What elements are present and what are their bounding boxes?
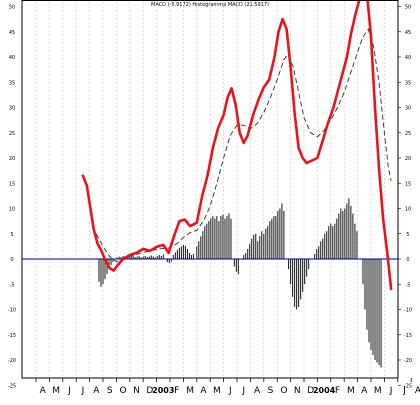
histogram xyxy=(98,198,382,368)
y-tick-label: 45 xyxy=(9,30,15,36)
x-tick-label: D xyxy=(307,386,314,396)
y-tick-label: 40 xyxy=(9,55,15,61)
x-tick-label: J xyxy=(81,386,85,396)
x-tick-label: J xyxy=(67,386,71,396)
y-tick-label: 15 xyxy=(405,181,411,187)
x-tick-label: F xyxy=(174,386,179,396)
y-tick-label: 30 xyxy=(9,106,15,112)
x-tick-label: S xyxy=(107,386,113,396)
x-tick-label: M xyxy=(52,386,60,396)
x-tick-label: A xyxy=(254,386,261,396)
grid-layer xyxy=(35,2,399,376)
x-tick-label: M xyxy=(347,386,355,396)
y-tick-label: 45 xyxy=(405,30,411,36)
x-tick-label: O xyxy=(280,386,287,396)
x-tick-label: N xyxy=(294,386,301,396)
x-tick-label: A xyxy=(200,386,207,396)
x-tick-label: A xyxy=(93,386,100,396)
y-tick-label: 0 xyxy=(406,257,409,263)
y-tick-label: 40 xyxy=(405,55,411,61)
x-tick-label: 2003 xyxy=(152,386,174,395)
y-tick-label: -20 xyxy=(8,358,16,364)
y-tick-label: 0 xyxy=(10,257,13,263)
y-tick-label: -5 xyxy=(10,282,15,288)
x-tick-label: A xyxy=(361,386,368,396)
y-tick-label: -25 xyxy=(8,383,16,389)
x-tick-label: F xyxy=(335,386,340,396)
y-tick-label: 35 xyxy=(9,80,15,86)
y-tick-label: -15 xyxy=(8,333,16,339)
y-tick-label: 15 xyxy=(9,181,15,187)
y-tick-label: 25 xyxy=(405,131,411,137)
x-tick-label: J xyxy=(228,386,232,396)
y-tick-label: -15 xyxy=(404,333,412,339)
y-tick-label: 10 xyxy=(9,207,15,213)
chart-title: MACD (-5.9172) Histogramma MACD (21.5917… xyxy=(151,2,269,8)
x-tick-label: O xyxy=(120,386,127,396)
x-tick-label: M xyxy=(374,386,382,396)
x-tick-label: J xyxy=(241,386,245,396)
y-tick-label: 25 xyxy=(9,131,15,137)
macd-line xyxy=(81,0,393,291)
y-tick-label: -25 xyxy=(404,383,412,389)
y-tick-label: 50 xyxy=(405,5,411,11)
y-tick-label: -20 xyxy=(404,358,412,364)
x-tick-label: J xyxy=(389,386,393,396)
x-tick-label: S xyxy=(268,386,274,396)
x-tick-label: D xyxy=(146,386,153,396)
y-tick-label: 30 xyxy=(405,106,411,112)
x-tick-label: A xyxy=(40,386,47,396)
y-tick-label: 20 xyxy=(405,156,411,162)
y-tick-label: 5 xyxy=(406,232,409,238)
y-tick-label: -10 xyxy=(8,308,16,314)
y-tick-label: 50 xyxy=(9,5,15,11)
y-axis-right: 5550454035302520151050-5-10-15-20-25 xyxy=(398,5,412,389)
x-tick-label: N xyxy=(133,386,140,396)
y-axis-left: 5550454035302520151050-5-10-15-20-25 xyxy=(8,5,16,390)
x-tick-label: A xyxy=(415,386,420,396)
x-tick-label: 2004 xyxy=(313,386,336,395)
x-tick-label: M xyxy=(186,386,194,396)
y-tick-label: 35 xyxy=(405,80,411,86)
y-tick-label: -5 xyxy=(406,282,411,288)
x-tick-label: J xyxy=(402,386,406,396)
y-tick-label: -10 xyxy=(404,308,412,314)
x-tick-label: M xyxy=(213,386,221,396)
y-tick-label: 20 xyxy=(9,156,15,162)
y-tick-label: 5 xyxy=(10,232,13,238)
plot-frame xyxy=(21,0,399,379)
y-tick-label: 10 xyxy=(405,207,411,213)
